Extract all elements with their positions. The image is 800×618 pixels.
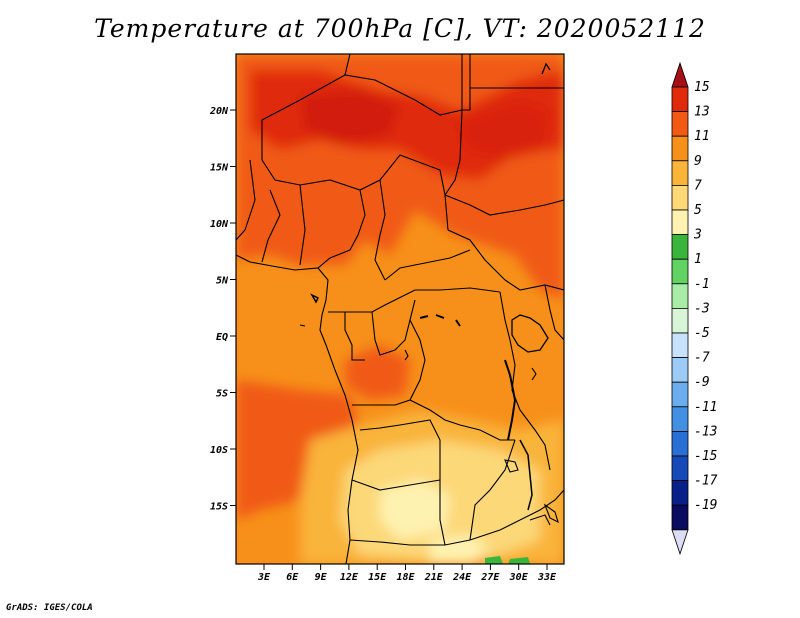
lon-label: 33E xyxy=(537,572,557,583)
longitude-axis: 3E 6E 9E 12E 15E 18E 21E 24E 27E 30E 33E xyxy=(257,564,557,583)
colorbar-label: 11 xyxy=(694,129,710,144)
colorbar-label: -11 xyxy=(694,400,717,415)
colorbar-label: -15 xyxy=(694,449,718,464)
lon-label: 12E xyxy=(340,572,359,583)
colorbar-label: -19 xyxy=(694,498,717,513)
colorbar-segment xyxy=(671,283,689,309)
colorbar-segment xyxy=(671,135,689,162)
colorbar-label: 5 xyxy=(694,203,702,218)
colorbar-label: 13 xyxy=(694,105,710,120)
chart-title: Temperature at 700hPa [C], VT: 202005211… xyxy=(94,14,706,43)
colorbar-segment xyxy=(671,258,689,285)
colorbar-segment xyxy=(671,307,689,334)
lon-label: 9E xyxy=(315,572,328,583)
colorbar-label: -1 xyxy=(694,277,710,292)
lat-label: 5S xyxy=(216,389,228,400)
colorbar-label: -17 xyxy=(694,474,718,489)
lat-label: 10S xyxy=(210,445,228,456)
latitude-axis: 20N 15N 10N 5N EQ 5S 10S 15S xyxy=(209,106,236,513)
temperature-field xyxy=(236,54,564,564)
lon-label: 21E xyxy=(424,572,444,583)
lat-label: 20N xyxy=(209,106,229,117)
colorbar-label: 7 xyxy=(694,178,702,193)
colorbar-label: -7 xyxy=(694,351,710,366)
lon-label: 24E xyxy=(452,572,472,583)
lat-label: 5N xyxy=(216,276,229,287)
colorbar-label: 15 xyxy=(694,80,710,95)
colorbar-segment xyxy=(671,332,689,359)
lon-label: 18E xyxy=(396,572,415,583)
lat-label: 15N xyxy=(210,163,229,174)
colorbar: 15 13 11 9 7 5 3 1 -1 -3 -5 -7 -9 -11 -13 -15 -17 -19 xyxy=(671,61,718,556)
colorbar-segment xyxy=(671,111,689,137)
colorbar-segment xyxy=(671,381,689,408)
colorbar-segment xyxy=(671,184,689,211)
lon-label: 6E xyxy=(286,572,299,583)
colorbar-segment xyxy=(671,160,689,186)
colorbar-segment xyxy=(671,406,689,432)
lon-label: 15E xyxy=(368,572,387,583)
lat-label: 10N xyxy=(210,219,229,230)
colorbar-segment xyxy=(671,430,689,457)
lat-label: EQ xyxy=(216,332,228,343)
country-borders xyxy=(236,54,564,564)
colorbar-label: -5 xyxy=(694,326,710,341)
colorbar-label: 3 xyxy=(693,228,702,243)
colorbar-segment xyxy=(671,234,689,260)
grads-credit: GrADS: IGES/COLA xyxy=(6,603,93,613)
colorbar-label: -9 xyxy=(694,375,710,390)
colorbar-label: -13 xyxy=(694,424,717,439)
lon-label: 3E xyxy=(257,572,271,583)
colorbar-top-arrow xyxy=(671,61,689,88)
colorbar-segment xyxy=(671,480,689,506)
lon-label: 30E xyxy=(509,572,529,583)
colorbar-label: -3 xyxy=(694,301,710,316)
lat-label: 15S xyxy=(210,502,228,513)
map-frame xyxy=(235,53,565,565)
colorbar-segment xyxy=(671,209,689,236)
colorbar-label: 1 xyxy=(694,252,702,267)
colorbar-label: 9 xyxy=(694,154,702,169)
colorbar-segment xyxy=(671,455,689,482)
colorbar-segment xyxy=(671,357,689,383)
lon-label: 27E xyxy=(480,572,500,583)
colorbar-segment xyxy=(671,86,689,113)
colorbar-bottom-arrow xyxy=(671,529,689,556)
colorbar-segment xyxy=(671,504,689,531)
